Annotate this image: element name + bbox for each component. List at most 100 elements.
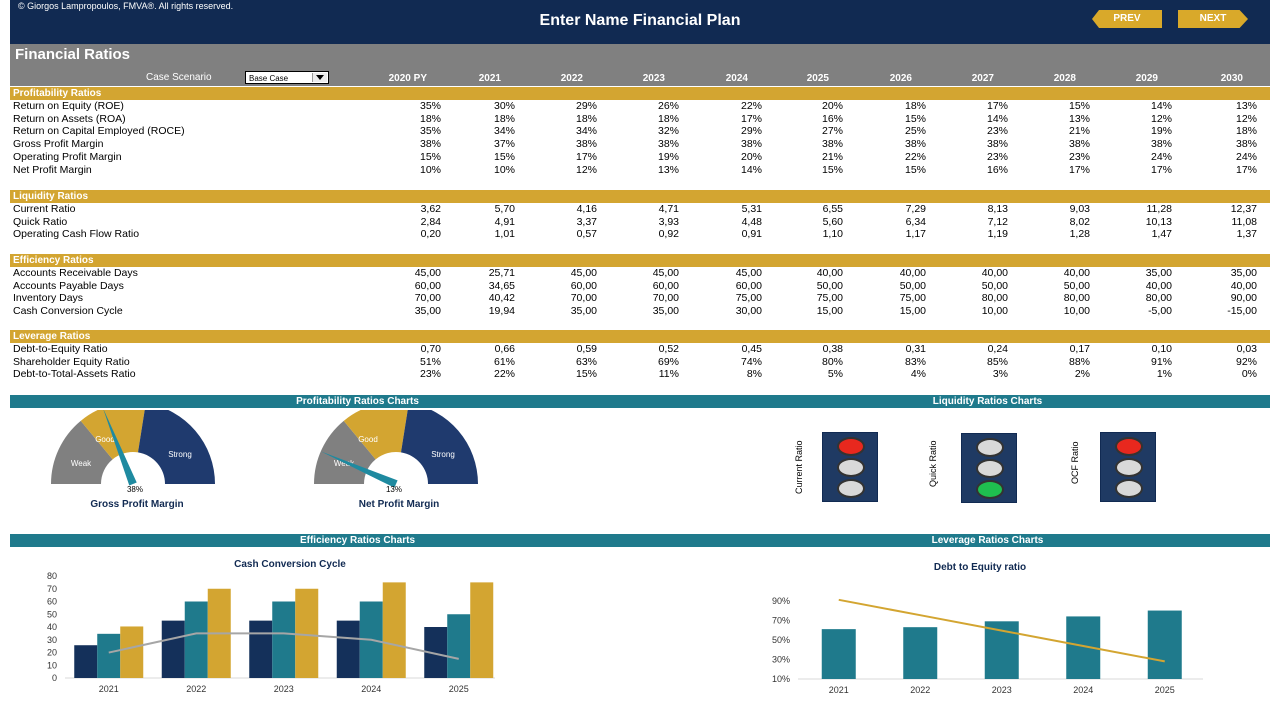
case-scenario-dropdown[interactable]: Base Case xyxy=(245,71,329,84)
table-cell: 25,71 xyxy=(488,267,515,279)
table-cell: 12% xyxy=(1150,112,1172,125)
table-cell: 38% xyxy=(740,138,762,151)
table-cell: 21% xyxy=(1068,125,1090,138)
table-cell: 4% xyxy=(910,368,926,381)
year-header: 2020 PY xyxy=(388,73,427,84)
table-cell: 8,13 xyxy=(987,203,1008,215)
table-cell: 29% xyxy=(575,100,597,112)
table-cell: 19,94 xyxy=(488,305,515,318)
table-cell: 14% xyxy=(1150,100,1172,112)
table-cell: 38% xyxy=(1150,138,1172,151)
table-cell: 60,00 xyxy=(735,279,762,292)
table-cell: 83% xyxy=(904,355,926,368)
x-tick-label: 2023 xyxy=(274,684,294,694)
y-tick-label: 80 xyxy=(47,572,57,581)
table-cell: 8,02 xyxy=(1069,215,1090,228)
gross-margin-gauge-title: Gross Profit Margin xyxy=(90,499,184,510)
table-cell: 38% xyxy=(657,138,679,151)
y-tick-label: 30% xyxy=(772,654,790,664)
y-tick-label: 50% xyxy=(772,635,790,645)
page-title: Financial Ratios xyxy=(15,46,131,63)
table-cell: 50,00 xyxy=(816,279,843,292)
lamp-red xyxy=(837,437,865,456)
year-header: 2025 xyxy=(806,73,829,84)
table-cell: 45,00 xyxy=(570,267,597,279)
year-header: 2022 xyxy=(560,73,583,84)
current-ratio-traffic-light xyxy=(822,432,878,502)
table-cell: 34% xyxy=(575,125,597,138)
table-cell: 17% xyxy=(740,112,762,125)
table-cell: 30% xyxy=(493,100,515,112)
table-cell: 18% xyxy=(1235,125,1257,138)
app-title: Enter Name Financial Plan xyxy=(539,12,741,29)
table-cell: 35,00 xyxy=(1145,267,1172,279)
lamp-yellow xyxy=(976,459,1004,478)
y-tick-label: 70 xyxy=(47,584,57,594)
table-cell: 40,00 xyxy=(1230,279,1257,292)
table-cell: 19% xyxy=(657,150,679,163)
row-label: Debt-to-Equity Ratio xyxy=(13,343,108,355)
table-cell: 18% xyxy=(493,112,515,125)
table-cell: 51% xyxy=(419,355,441,368)
lamp-red xyxy=(1115,437,1143,456)
category-title: Liquidity Ratios xyxy=(13,191,88,202)
table-cell: 18% xyxy=(575,112,597,125)
y-tick-label: 0 xyxy=(52,673,57,683)
table-cell: -15,00 xyxy=(1227,305,1257,318)
gauge-needle xyxy=(320,451,398,488)
lamp-green xyxy=(976,480,1004,499)
bar xyxy=(249,620,273,678)
table-cell: 26% xyxy=(657,100,679,112)
cash-conversion-cycle-chart: 0 10 20 30 40 50 60 70 80 2021 2022 2023 2024 2025 xyxy=(47,572,495,694)
table-cell: 5,31 xyxy=(741,203,762,215)
table-cell: 70,00 xyxy=(414,292,441,305)
gauge-zone-label: Weak xyxy=(71,459,92,468)
table-cell: 15% xyxy=(575,368,597,381)
table-cell: 38% xyxy=(1235,138,1257,151)
table-cell: 38% xyxy=(419,138,441,151)
x-tick-label: 2023 xyxy=(992,685,1012,695)
table-cell: 5,60 xyxy=(822,215,843,228)
table-cell: 40,00 xyxy=(816,267,843,279)
row-label: Return on Assets (ROA) xyxy=(13,112,126,125)
year-header: 2029 xyxy=(1135,73,1158,84)
table-cell: 17% xyxy=(1068,163,1090,176)
gauge-zone-label: Good xyxy=(358,435,378,444)
table-cell: 18% xyxy=(419,112,441,125)
row-label: Accounts Receivable Days xyxy=(13,267,138,279)
bar xyxy=(382,582,406,678)
table-cell: 0,31 xyxy=(905,343,926,355)
net-margin-value: 13% xyxy=(385,485,402,494)
table-cell: 11,08 xyxy=(1231,215,1258,228)
table-cell: 37% xyxy=(493,138,515,151)
gauge-zone xyxy=(343,410,408,460)
prev-button[interactable]: PREV xyxy=(1092,10,1162,28)
chevron-down-icon[interactable] xyxy=(312,73,327,82)
lamp-yellow xyxy=(837,458,865,477)
table-cell: 40,00 xyxy=(1063,267,1090,279)
liquidity-charts-header: Liquidity Ratios Charts xyxy=(705,395,1270,408)
profitability-charts-header: Profitability Ratios Charts xyxy=(10,395,705,408)
table-cell: 1,47 xyxy=(1151,228,1172,241)
table-cell: 18% xyxy=(657,112,679,125)
table-cell: 15% xyxy=(821,163,843,176)
table-cell: 80% xyxy=(821,355,843,368)
table-cell: 0,92 xyxy=(658,228,679,241)
next-button[interactable]: NEXT xyxy=(1178,10,1248,28)
table-cell: 75,00 xyxy=(735,292,762,305)
y-tick-label: 50 xyxy=(47,609,57,619)
bar xyxy=(470,582,494,678)
y-tick-label: 10 xyxy=(47,660,57,670)
table-cell: 0,91 xyxy=(741,228,762,241)
ocf-ratio-light-label: OCF Ratio xyxy=(1070,441,1080,484)
category-band xyxy=(10,330,1270,343)
gauge-needle xyxy=(103,410,137,486)
table-cell: 3,62 xyxy=(420,203,441,215)
table-cell: 35% xyxy=(419,100,441,112)
table-cell: 7,29 xyxy=(905,203,926,215)
table-cell: 0,03 xyxy=(1236,343,1257,355)
table-cell: 40,00 xyxy=(981,267,1008,279)
table-cell: 4,16 xyxy=(576,203,597,215)
category-band xyxy=(10,254,1270,267)
table-cell: 17% xyxy=(575,150,597,163)
